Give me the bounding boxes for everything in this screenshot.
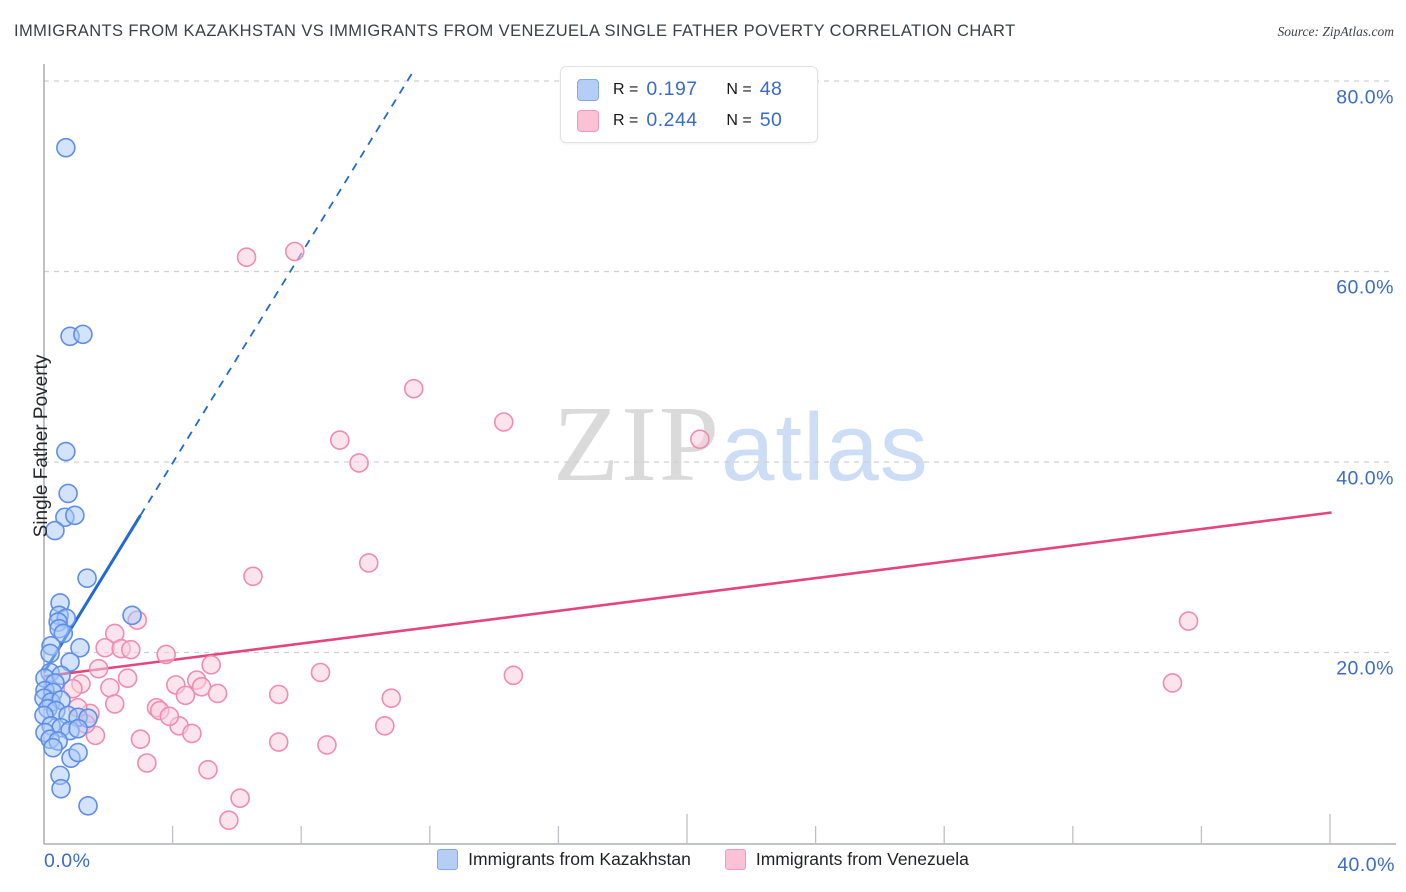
venezuela-point: [159, 706, 180, 727]
legend-item-venezuela: Immigrants from Venezuela: [724, 849, 969, 870]
n-label: N =: [726, 80, 752, 98]
kazakhstan-point: [56, 137, 76, 158]
venezuela-point: [104, 694, 125, 714]
venezuela-point: [268, 732, 289, 752]
kazakhstan-point: [78, 796, 98, 816]
venezuela-point: [63, 678, 83, 699]
venezuela-point: [349, 453, 369, 473]
r-value-venezuela: 0.244: [646, 109, 698, 131]
venezuela-point: [198, 759, 218, 780]
n-value-kazakhstan: 48: [759, 78, 783, 100]
n-label: N =: [726, 111, 752, 129]
venezuela-point: [100, 677, 120, 698]
x-tick-label-0: 0.0%: [44, 850, 91, 872]
kazakhstan-point: [68, 742, 88, 763]
venezuela-point: [156, 644, 176, 665]
y-axis-title: Single Father Poverty: [31, 354, 52, 538]
kazakhstan-point: [56, 441, 76, 462]
kazakhstan-legend-swatch-icon: [437, 849, 459, 870]
venezuela-point: [317, 735, 337, 755]
kazakhstan-point: [40, 643, 60, 664]
y-tick-label-20: 20.0%: [1336, 657, 1394, 680]
y-tick-label-80: 80.0%: [1336, 86, 1394, 109]
venezuela-point: [403, 378, 424, 399]
kazakhstan-swatch-icon: [577, 78, 599, 101]
source-attribution: Source: ZipAtlas.com: [1277, 24, 1394, 39]
venezuela-point: [243, 566, 263, 587]
kazakhstan-point: [60, 652, 80, 672]
n-value-venezuela: 50: [759, 109, 783, 131]
venezuela-swatch-icon: [577, 109, 599, 132]
venezuela-legend-swatch-icon: [724, 849, 746, 870]
venezuela-point: [88, 658, 109, 679]
kazakhstan-point: [122, 605, 142, 626]
venezuela-point: [284, 241, 305, 262]
venezuela-point: [201, 655, 221, 675]
venezuela-point: [381, 688, 402, 709]
venezuela-point: [503, 665, 524, 686]
venezuela-point: [268, 684, 289, 705]
venezuela-point: [310, 662, 331, 683]
series-legend: Immigrants from Kazakhstan Immigrants fr…: [0, 849, 1406, 870]
venezuela-point: [1178, 611, 1199, 631]
venezuela-point: [219, 810, 239, 830]
venezuela-point: [121, 639, 141, 660]
kazakhstan-point: [73, 324, 93, 345]
venezuela-point: [358, 553, 379, 573]
venezuela-point: [175, 685, 196, 706]
kazakhstan-point: [45, 520, 65, 541]
stats-row-kazakhstan: R = 0.197 N = 48: [577, 76, 803, 103]
venezuela-trendline: [43, 511, 1332, 678]
kazakhstan-point: [65, 505, 85, 526]
venezuela-point: [690, 429, 710, 449]
y-tick-label-40: 40.0%: [1336, 467, 1394, 490]
kazakhstan-point: [58, 483, 78, 504]
stats-row-venezuela: R = 0.244 N = 50: [577, 107, 803, 134]
kazakhstan-point: [43, 737, 63, 758]
legend-label-kazakhstan: Immigrants from Kazakhstan: [468, 849, 691, 869]
venezuela-point: [329, 430, 350, 450]
kazakhstan-point: [77, 568, 97, 589]
legend-item-kazakhstan: Immigrants from Kazakhstan: [437, 849, 691, 870]
kazakhstan-point: [68, 718, 88, 739]
venezuela-point: [1162, 673, 1183, 693]
venezuela-point: [236, 247, 257, 268]
x-tick-label-40: 40.0%: [1337, 854, 1395, 876]
venezuela-point: [493, 412, 514, 432]
venezuela-point: [230, 788, 250, 809]
kazakhstan-point: [70, 637, 90, 658]
kazakhstan-trendline-dashed: [139, 70, 415, 516]
r-value-kazakhstan: 0.197: [646, 78, 698, 100]
venezuela-point: [182, 723, 202, 744]
page-title: IMMIGRANTS FROM KAZAKHSTAN VS IMMIGRANTS…: [14, 22, 1016, 40]
r-label: R =: [613, 80, 639, 98]
venezuela-point: [95, 637, 115, 658]
venezuela-point: [207, 683, 228, 704]
legend-label-venezuela: Immigrants from Venezuela: [755, 849, 969, 869]
kazakhstan-point: [53, 623, 74, 644]
kazakhstan-point: [51, 778, 71, 799]
venezuela-point: [117, 668, 138, 689]
r-label: R =: [613, 111, 639, 129]
venezuela-point: [374, 716, 395, 736]
y-tick-label-60: 60.0%: [1336, 276, 1394, 299]
correlation-stats-legend: R = 0.197 N = 48 R = 0.244 N = 50: [560, 66, 818, 143]
venezuela-point: [137, 753, 157, 773]
venezuela-point: [130, 729, 151, 749]
